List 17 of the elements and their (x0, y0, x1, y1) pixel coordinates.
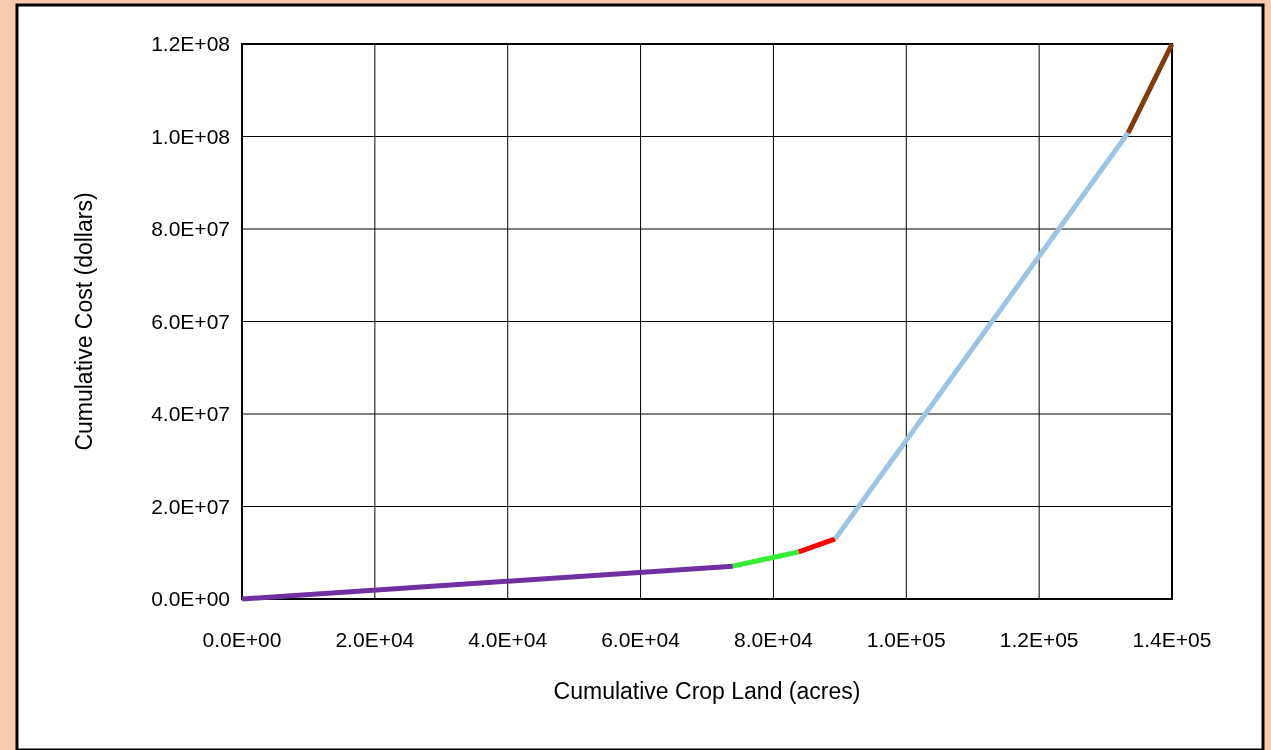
x-tick-label: 1.2E+05 (999, 628, 1079, 651)
y-tick-label: 4.0E+07 (151, 402, 230, 425)
x-tick-label: 8.0E+04 (734, 628, 814, 651)
y-axis-title: Cumulative Cost (dollars) (71, 192, 97, 451)
y-tick-label: 1.2E+08 (151, 32, 230, 55)
y-tick-label: 8.0E+07 (151, 217, 230, 240)
y-tick-label: 1.0E+08 (151, 124, 230, 148)
x-tick-label: 1.0E+05 (866, 628, 946, 651)
y-tick-label: 2.0E+07 (151, 494, 230, 518)
x-tick-label: 0.0E+00 (202, 628, 282, 651)
y-tick-label: 0.0E+00 (151, 587, 230, 610)
x-axis-title: Cumulative Crop Land (acres) (553, 678, 861, 704)
x-tick-label: 1.4E+05 (1132, 628, 1212, 651)
y-tick-label: 6.0E+07 (151, 309, 230, 333)
x-tick-label: 4.0E+04 (468, 628, 548, 651)
x-tick-label: 6.0E+04 (601, 628, 681, 651)
x-tick-label: 2.0E+04 (335, 628, 415, 651)
